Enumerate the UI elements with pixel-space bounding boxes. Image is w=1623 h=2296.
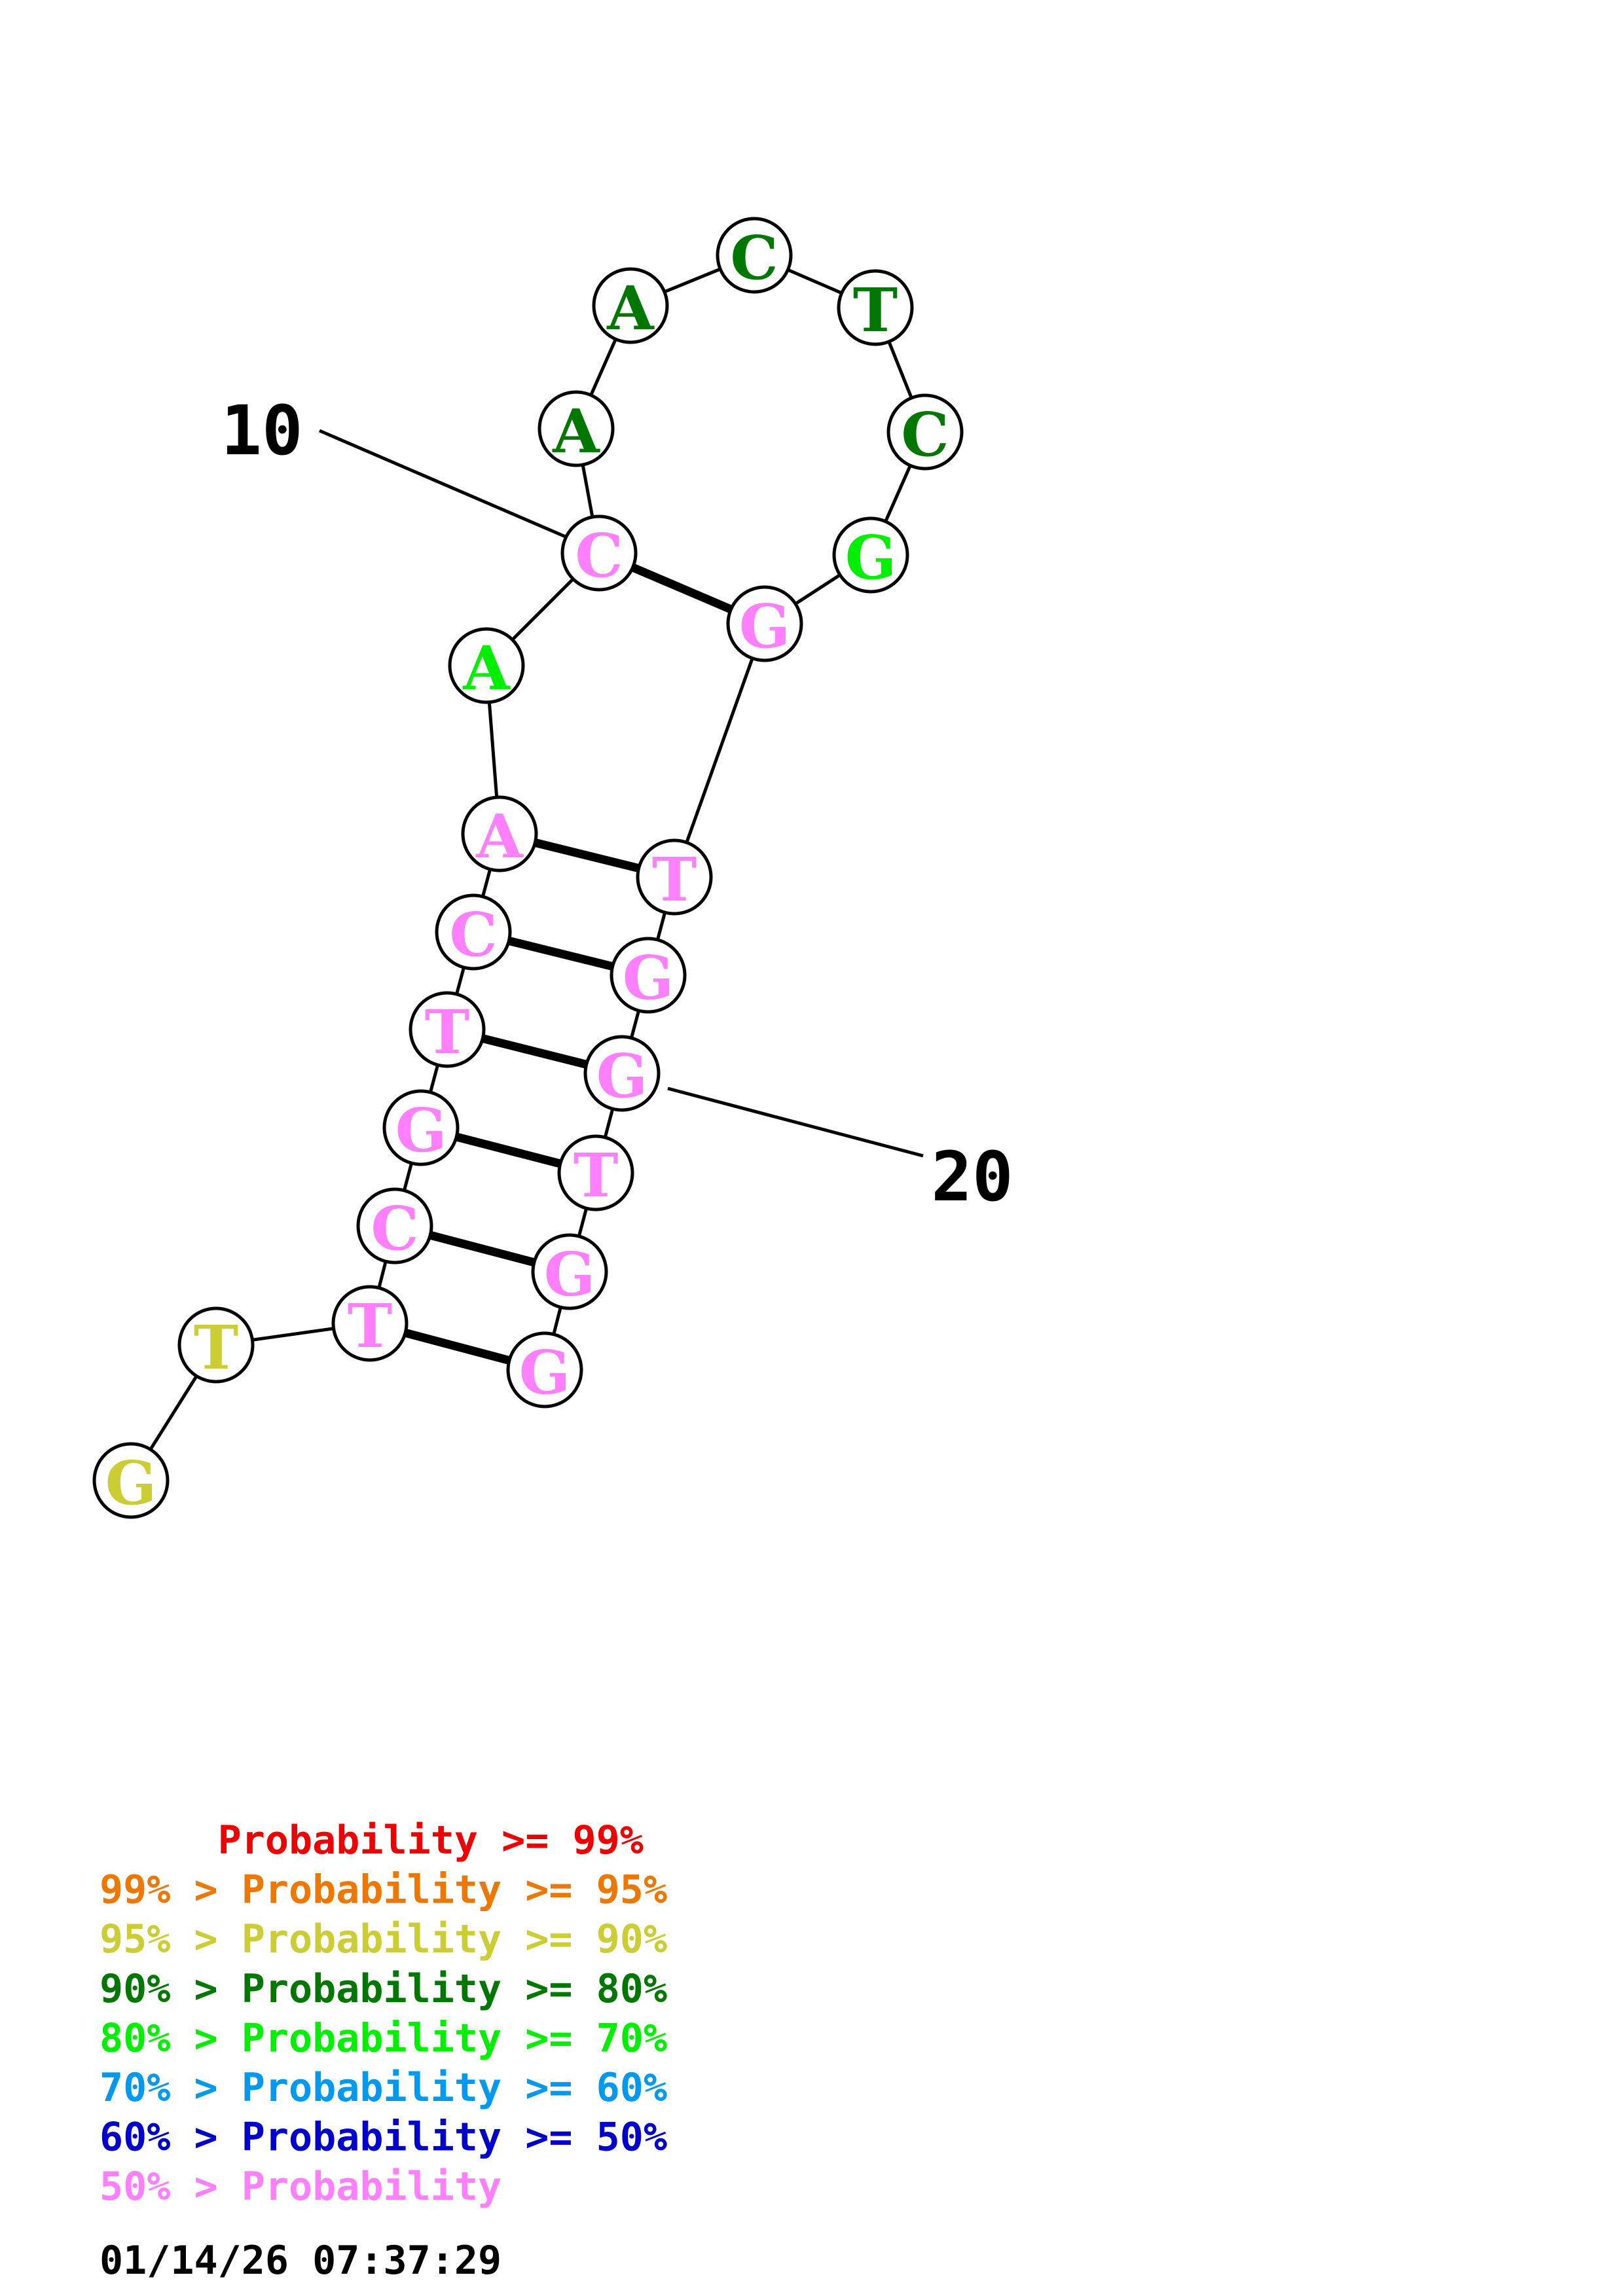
nucleotide-9: A bbox=[448, 627, 525, 704]
nucleotide-circle bbox=[356, 1187, 433, 1265]
nucleotide-base: A bbox=[475, 801, 524, 872]
nucleotide-circle bbox=[538, 390, 615, 467]
nucleotide-circle bbox=[461, 795, 538, 872]
nucleotide-base: T bbox=[194, 1312, 238, 1383]
nucleotide-circle bbox=[506, 1331, 583, 1408]
legend-entry: 70% > Probability >= 60% bbox=[100, 2065, 667, 2111]
nucleotide-base: G bbox=[596, 1041, 648, 1111]
nucleotide-base: G bbox=[519, 1337, 571, 1408]
nucleotide-circle bbox=[716, 217, 793, 294]
nucleotide-base: A bbox=[606, 273, 655, 344]
nucleotide-20: G bbox=[583, 1035, 661, 1112]
nucleotide-circle bbox=[92, 1442, 170, 1519]
nucleotide-13: C bbox=[716, 217, 793, 294]
nucleotide-base: G bbox=[739, 591, 791, 662]
nucleotide-12: A bbox=[592, 267, 669, 344]
nucleotide-15: C bbox=[886, 393, 964, 471]
nucleotide-base: C bbox=[730, 223, 778, 293]
nucleotide-base: A bbox=[552, 396, 600, 467]
position-label-20: 20 bbox=[931, 1137, 1013, 1217]
legend-entry: 99% > Probability >= 95% bbox=[100, 1867, 667, 1913]
nucleotide-2: T bbox=[177, 1306, 255, 1384]
nucleotide-5: G bbox=[382, 1089, 460, 1166]
nucleotide-6: T bbox=[409, 991, 486, 1068]
nucleotide-8: A bbox=[461, 795, 538, 872]
nucleotide-base: G bbox=[395, 1095, 447, 1166]
position-label-10: 10 bbox=[221, 391, 302, 471]
legend-entry: 60% > Probability >= 50% bbox=[100, 2115, 667, 2161]
nucleotide-11: A bbox=[538, 390, 615, 467]
nucleotide-4: C bbox=[356, 1187, 433, 1265]
nucleotide-circle bbox=[177, 1306, 255, 1384]
nucleotide-circle bbox=[331, 1285, 409, 1362]
nucleotide-circle bbox=[726, 585, 803, 662]
nucleotide-base: T bbox=[574, 1140, 618, 1211]
legend-entry: Probability >= 99% bbox=[100, 1818, 644, 1863]
nucleotide-3: T bbox=[331, 1285, 409, 1362]
legend-entry: 90% > Probability >= 80% bbox=[100, 1966, 667, 2012]
position-label-leader bbox=[319, 429, 581, 545]
nucleotide-base: C bbox=[901, 399, 949, 470]
nucleotide-21: T bbox=[557, 1134, 634, 1211]
nucleotide-circle bbox=[636, 838, 713, 916]
backbone-bond bbox=[672, 623, 767, 878]
nucleotide-base: C bbox=[371, 1193, 418, 1264]
nucleotide-circle bbox=[435, 893, 512, 971]
nucleotide-17: G bbox=[726, 585, 803, 662]
timestamp: 01/14/26 07:37:29 bbox=[100, 2238, 501, 2284]
legend-entry: 80% > Probability >= 70% bbox=[100, 2015, 667, 2061]
position-label-layer: 10 20 bbox=[221, 391, 1013, 1217]
nucleotide-circle bbox=[409, 991, 486, 1068]
nucleotide-base: T bbox=[425, 997, 469, 1067]
nucleotide-circle bbox=[592, 267, 669, 344]
nucleotide-circle bbox=[557, 1134, 634, 1211]
nucleotide-base: C bbox=[575, 520, 623, 591]
nucleotide-circle bbox=[610, 937, 687, 1014]
nucleotide-circle bbox=[886, 393, 964, 471]
nucleotide-circle bbox=[382, 1089, 460, 1166]
nucleotide-circle bbox=[583, 1035, 661, 1112]
nucleotide-base: G bbox=[544, 1239, 596, 1310]
nucleotide-base: T bbox=[853, 275, 898, 346]
nucleotide-base: T bbox=[348, 1291, 392, 1361]
position-label-leader bbox=[667, 1086, 924, 1158]
nucleotide-14: T bbox=[837, 269, 914, 346]
nucleotide-base: C bbox=[449, 899, 497, 970]
nucleotide-circle bbox=[531, 1233, 608, 1310]
nucleotide-circle bbox=[832, 516, 909, 594]
nucleotide-base: T bbox=[652, 844, 697, 915]
legend-entry: 50% > Probability bbox=[100, 2164, 501, 2210]
nucleotide-circle bbox=[837, 269, 914, 346]
nucleotide-base: G bbox=[623, 942, 674, 1013]
nucleotide-18: T bbox=[636, 838, 713, 916]
nucleotide-base: G bbox=[845, 522, 897, 593]
nucleotide-16: G bbox=[832, 516, 909, 594]
legend-entry: 95% > Probability >= 90% bbox=[100, 1916, 667, 1962]
nucleotide-7: C bbox=[435, 893, 512, 971]
probability-legend: Probability >= 99%99% > Probability >= 9… bbox=[100, 1818, 667, 2284]
nucleotide-10: C bbox=[560, 514, 638, 592]
nucleotide-circle bbox=[560, 514, 638, 592]
nucleotide-22: G bbox=[531, 1233, 608, 1310]
nucleotide-base: A bbox=[462, 633, 511, 704]
nucleotide-19: G bbox=[610, 937, 687, 1014]
nucleotide-circle bbox=[448, 627, 525, 704]
nucleotide-23: G bbox=[506, 1331, 583, 1408]
nucleotide-1: G bbox=[92, 1442, 170, 1519]
nucleotide-base: G bbox=[105, 1448, 157, 1518]
